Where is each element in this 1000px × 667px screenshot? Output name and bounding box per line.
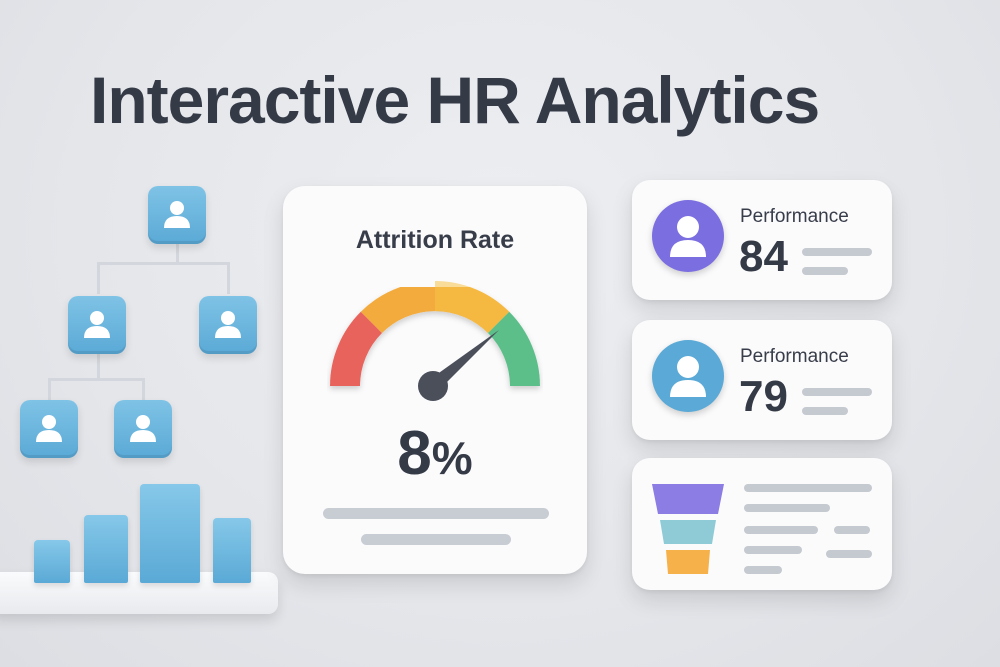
org-node[interactable] [20,400,78,458]
attrition-card[interactable]: Attrition Rate 8% [283,186,587,574]
bar-2 [84,515,128,583]
funnel-bottom [666,550,710,574]
performance-label: Performance [740,206,849,227]
user-icon [130,415,156,442]
placeholder-line [744,526,818,534]
funnel-card[interactable] [632,458,892,590]
user-icon [670,356,706,397]
placeholder-line [826,550,872,558]
performance-label: Performance [740,346,849,367]
performance-card-1[interactable]: Performance 84 [632,180,892,300]
org-connector [97,262,100,294]
org-connector [142,378,145,400]
user-icon [670,216,706,257]
user-icon [36,415,62,442]
performance-value: 79 [739,372,788,421]
placeholder-line [802,267,848,275]
avatar [652,200,724,272]
org-node[interactable] [148,186,206,244]
attrition-label: Attrition Rate [355,226,515,254]
org-node[interactable] [68,296,126,354]
attrition-unit: % [431,432,473,484]
attrition-number: 8 [397,419,432,488]
org-connector [48,378,51,400]
performance-value: 84 [739,232,788,281]
org-connector [227,262,230,294]
performance-card-2[interactable]: Performance 79 [632,320,892,440]
funnel-middle [660,520,716,544]
avatar [652,340,724,412]
placeholder-line [802,248,872,256]
gauge-icon [330,281,540,401]
gauge-needle [429,330,499,388]
org-connector [176,238,179,264]
funnel-top [652,484,724,514]
org-connector [97,262,230,265]
org-node[interactable] [199,296,257,354]
placeholder-line [802,407,848,415]
org-node[interactable] [114,400,172,458]
placeholder-line [323,508,549,519]
bar-3 [140,484,200,583]
user-icon [164,201,190,228]
user-icon [84,311,110,338]
bar-1 [34,540,70,583]
bar-4 [213,518,251,583]
placeholder-line [834,526,870,534]
page-title: Interactive HR Analytics [90,63,820,137]
placeholder-line [744,484,872,492]
placeholder-line [361,534,511,545]
funnel-icon [652,484,724,574]
placeholder-line [802,388,872,396]
org-connector [97,354,100,380]
placeholder-line [744,504,830,512]
gauge-hub [418,371,448,401]
attrition-value: 8% [283,418,587,489]
placeholder-line [744,546,802,554]
user-icon [215,311,241,338]
org-connector [48,378,145,381]
placeholder-line [744,566,782,574]
